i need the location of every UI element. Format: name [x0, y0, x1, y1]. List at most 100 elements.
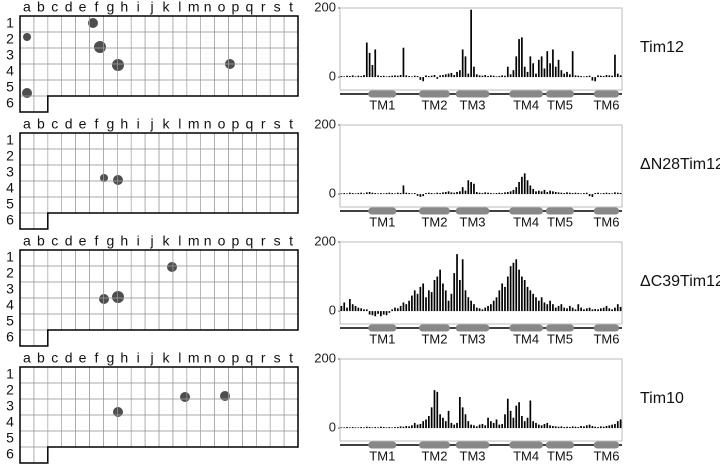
spot-cell: [89, 366, 104, 384]
spot-cell: [19, 15, 35, 33]
bar: [529, 290, 532, 312]
spot-cell: [186, 414, 202, 432]
spot-cell: [200, 366, 215, 384]
bar: [543, 423, 546, 429]
spot-cell: [144, 196, 160, 214]
spot-cell: [186, 164, 202, 182]
bar: [614, 307, 616, 312]
bar: [343, 302, 346, 312]
tm-label: TM6: [593, 97, 619, 112]
bar: [382, 193, 385, 195]
bar: [611, 309, 613, 312]
bar: [600, 193, 602, 195]
tm-segment: [545, 207, 575, 215]
spot-cell: [144, 382, 160, 400]
bar: [487, 76, 489, 78]
spot-cell: [130, 249, 146, 267]
spot-cell: [33, 446, 49, 464]
bar: [563, 193, 566, 195]
tm-label: TM6: [593, 448, 619, 463]
spot-cell: [61, 196, 76, 214]
bar: [577, 304, 580, 312]
spot-cell: [33, 95, 49, 113]
spot-cell: [283, 63, 299, 81]
row-label: 4: [6, 180, 14, 196]
bar: [549, 190, 551, 195]
spot-cell: [172, 63, 188, 81]
bar: [490, 304, 492, 312]
spot: [113, 175, 123, 185]
spot-cell: [117, 366, 132, 384]
tm-segment: [593, 441, 620, 449]
bar: [583, 193, 585, 195]
column-label: p: [232, 116, 240, 132]
tm-label: TM4: [513, 331, 539, 346]
spot-cell: [33, 281, 49, 299]
spot-cell: [144, 47, 160, 65]
row-label: 4: [6, 414, 14, 430]
spot-cell: [242, 79, 257, 97]
bar: [571, 307, 574, 312]
spot-cell: [255, 15, 271, 33]
bar: [402, 47, 405, 78]
spot-cell: [61, 366, 76, 384]
bar: [574, 309, 577, 312]
spot-cell: [47, 132, 62, 150]
spot-cell: [283, 148, 299, 166]
bar: [563, 427, 566, 429]
spot-cell: [130, 31, 146, 49]
bar: [357, 427, 360, 429]
bar: [588, 75, 591, 78]
column-label: r: [261, 0, 266, 15]
bar: [568, 427, 571, 429]
spot-cell: [158, 398, 174, 416]
spot-cell: [144, 164, 160, 182]
spot-cell: [228, 15, 243, 33]
column-label: q: [245, 350, 253, 366]
spot-cell: [89, 430, 104, 448]
spot-cell: [75, 366, 90, 384]
column-label: d: [65, 116, 73, 132]
bar: [560, 192, 563, 195]
bar: [580, 193, 582, 195]
row-label: 3: [6, 398, 14, 414]
spot-cell: [200, 265, 215, 283]
spot-cell: [75, 313, 90, 331]
spot-cell: [47, 313, 62, 331]
spot-cell: [242, 164, 257, 182]
bar: [380, 193, 382, 195]
bar: [498, 290, 501, 312]
column-label: n: [204, 233, 212, 249]
bar: [602, 193, 605, 195]
spot-cell: [103, 79, 118, 97]
spot-cell: [242, 148, 257, 166]
bar: [518, 269, 520, 312]
spot-cell: [269, 196, 285, 214]
spot-cell: [19, 313, 35, 331]
bar: [427, 76, 430, 78]
y-tick-label: 200: [314, 350, 336, 365]
bar: [467, 180, 470, 195]
column-label: t: [289, 0, 293, 15]
bar: [492, 422, 495, 429]
bar: [492, 193, 495, 195]
spot-cell: [130, 414, 146, 432]
bar: [380, 311, 382, 317]
bar: [377, 311, 379, 314]
spot-cell: [47, 63, 62, 81]
bar: [577, 75, 580, 78]
spot-cell: [75, 249, 90, 267]
spot-cell: [228, 414, 243, 432]
row-label: 3: [6, 164, 14, 180]
bar: [453, 273, 456, 312]
spot-cell: [186, 430, 202, 448]
bar: [518, 39, 520, 78]
bar: [484, 192, 487, 195]
column-label: g: [106, 0, 114, 15]
spot-cell: [186, 47, 202, 65]
spot-cell: [200, 164, 215, 182]
y-tick-label: 0: [329, 69, 336, 84]
bar: [374, 311, 377, 317]
spot-cell: [158, 15, 174, 33]
bar: [487, 417, 489, 429]
